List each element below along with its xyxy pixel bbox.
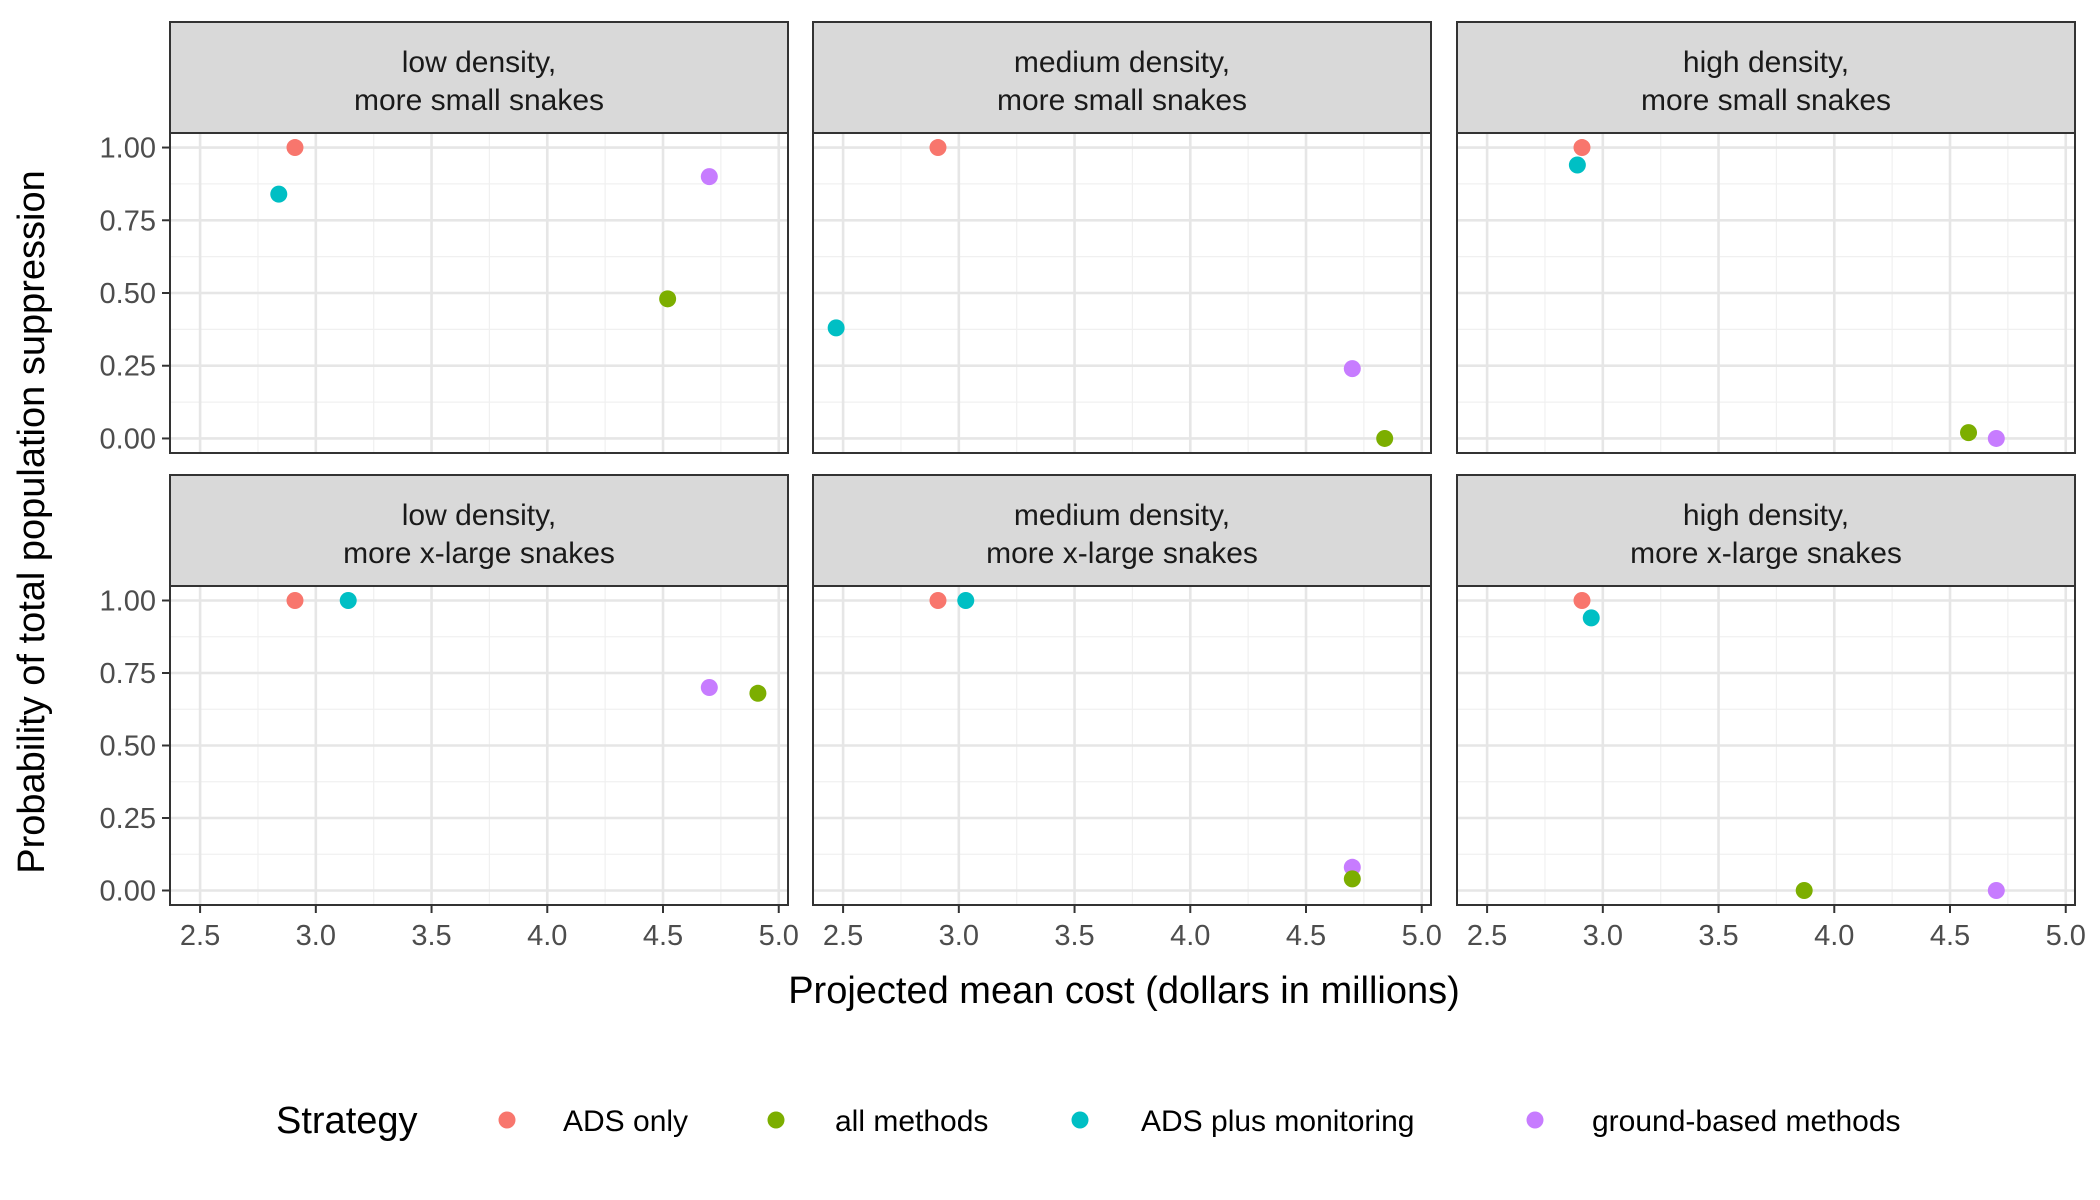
- data-point: [1343, 360, 1361, 378]
- facet-strip: [812, 474, 1432, 587]
- facet-panel: medium density, more x-large snakes: [812, 474, 1432, 906]
- legend-label: ADS plus monitoring: [1141, 1105, 1414, 1138]
- data-point: [700, 679, 718, 696]
- data-point: [749, 684, 767, 702]
- facet-strip-label: medium density,: [1014, 46, 1230, 79]
- x-tick-label: 3.5: [1698, 920, 1738, 952]
- x-axis-title: Projected mean cost (dollars in millions…: [788, 970, 1460, 1012]
- y-tick-label: 0.00: [100, 876, 156, 908]
- legend-item: ADS only: [498, 1105, 688, 1138]
- facet-strip: [169, 474, 789, 587]
- legend-key: [767, 1111, 785, 1129]
- facet-strip-label: more small snakes: [354, 84, 604, 117]
- y-tick-label: 1.00: [100, 133, 156, 165]
- x-tick-label: 3.0: [296, 920, 336, 952]
- data-point: [929, 592, 947, 609]
- data-point: [339, 592, 357, 609]
- data-point: [1987, 882, 2005, 899]
- data-point: [659, 290, 677, 308]
- facet-strip-label: more small snakes: [1641, 84, 1891, 117]
- legend-label: ground-based methods: [1592, 1105, 1901, 1138]
- data-point: [286, 592, 304, 609]
- x-tick-label: 3.0: [939, 920, 979, 952]
- y-axis-ticks: 0.00 0.25 0.50 0.75 1.00 0.00 0.25 0.50 0.75 1.00: [100, 133, 170, 908]
- y-tick-label: 1.00: [100, 586, 156, 618]
- data-point: [1960, 424, 1978, 442]
- facet-panel: low density, more x-large snakes: [169, 474, 789, 906]
- data-point: [1343, 870, 1361, 888]
- x-tick-label: 2.5: [1467, 920, 1507, 952]
- x-tick-label: 5.0: [1402, 920, 1442, 952]
- legend-item: ground-based methods: [1526, 1105, 1901, 1138]
- data-point: [827, 319, 845, 337]
- facet-strip: [812, 21, 1432, 134]
- legend-key: [498, 1111, 516, 1129]
- x-tick-label: 4.5: [1930, 920, 1970, 952]
- data-point: [286, 139, 304, 157]
- y-tick-label: 0.50: [100, 731, 156, 763]
- facet-strip-label: high density,: [1683, 499, 1849, 532]
- x-tick-label: 4.0: [527, 920, 567, 952]
- facet-panel: high density, more small snakes: [1456, 21, 2076, 454]
- x-tick-label: 4.0: [1170, 920, 1210, 952]
- x-axis-ticks: 2.5 3.0 3.5 4.0 4.5 5.0 2.5 3.0 3.5 4.0 4.5 5.0 2.5 3…: [180, 905, 2086, 952]
- data-point: [700, 168, 718, 186]
- facet-strip-label: more small snakes: [997, 84, 1247, 117]
- x-tick-label: 3.5: [1054, 920, 1094, 952]
- x-tick-label: 5.0: [2046, 920, 2086, 952]
- data-point: [270, 185, 288, 203]
- x-tick-label: 2.5: [823, 920, 863, 952]
- panel-border: [1456, 132, 2076, 454]
- y-tick-label: 0.75: [100, 205, 156, 237]
- x-tick-label: 4.0: [1814, 920, 1854, 952]
- data-point: [1568, 156, 1586, 174]
- y-tick-label: 0.25: [100, 803, 156, 835]
- y-tick-label: 0.00: [100, 423, 156, 455]
- data-point: [1573, 592, 1591, 609]
- panel-border: [1456, 585, 2076, 906]
- facet-strip-label: low density,: [402, 499, 557, 532]
- legend-item: ADS plus monitoring: [1071, 1105, 1414, 1138]
- legend-label: all methods: [835, 1105, 988, 1138]
- facet-strip-label: medium density,: [1014, 499, 1230, 532]
- facet-strip-label: more x-large snakes: [1630, 537, 1902, 570]
- y-tick-label: 0.75: [100, 658, 156, 690]
- facet-panel: low density, more small snakes: [169, 21, 789, 454]
- facet-strip-label: more x-large snakes: [343, 537, 615, 570]
- x-tick-label: 3.5: [411, 920, 451, 952]
- facet-strip: [1456, 474, 2076, 587]
- legend: Strategy ADS only all methods ADS plus mon…: [276, 1100, 1901, 1142]
- facet-strip-label: low density,: [402, 46, 557, 79]
- panel-border: [812, 132, 1432, 454]
- data-point: [1582, 609, 1600, 627]
- panel-border: [812, 585, 1432, 906]
- y-tick-label: 0.25: [100, 351, 156, 383]
- x-tick-label: 4.5: [1286, 920, 1326, 952]
- x-tick-label: 5.0: [759, 920, 799, 952]
- facet-strip: [169, 21, 789, 134]
- data-point: [1987, 429, 2005, 447]
- data-point: [1795, 882, 1813, 899]
- data-point: [957, 592, 975, 609]
- legend-item: all methods: [767, 1105, 988, 1138]
- legend-title: Strategy: [276, 1100, 418, 1142]
- data-point: [929, 139, 947, 157]
- y-tick-label: 0.50: [100, 278, 156, 310]
- x-tick-label: 4.5: [643, 920, 683, 952]
- legend-key: [1071, 1111, 1089, 1129]
- facet-panel: high density, more x-large snakes: [1456, 474, 2076, 906]
- facet-strip-label: high density,: [1683, 46, 1849, 79]
- facet-strip-label: more x-large snakes: [986, 537, 1258, 570]
- y-axis-title: Probability of total population suppress…: [11, 170, 53, 873]
- legend-key: [1526, 1111, 1544, 1129]
- x-tick-label: 3.0: [1583, 920, 1623, 952]
- data-point: [1376, 429, 1394, 447]
- data-point: [1573, 139, 1591, 157]
- x-tick-label: 2.5: [180, 920, 220, 952]
- legend-label: ADS only: [563, 1105, 688, 1138]
- facet-panel: medium density, more small snakes: [812, 21, 1432, 454]
- facet-strip: [1456, 21, 2076, 134]
